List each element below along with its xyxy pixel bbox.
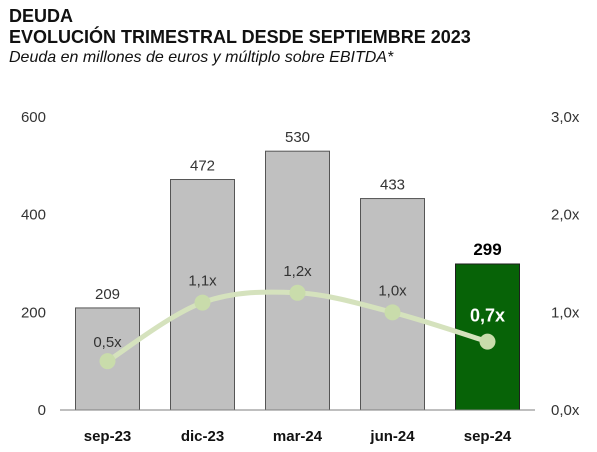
ratio-label: 0,5x	[93, 334, 122, 351]
x-category-label: sep-24	[464, 428, 512, 445]
chart-title: DEUDA	[9, 6, 74, 26]
chart-header: DEUDA EVOLUCIÓN TRIMESTRAL DESDE SEPTIEM…	[9, 6, 471, 68]
ratio-label: 1,2x	[283, 263, 312, 280]
x-category-label: jun-24	[369, 428, 415, 445]
ratio-label: 1,0x	[378, 282, 407, 299]
ebitda-multiple-marker	[99, 353, 116, 370]
ebitda-multiple-marker	[194, 294, 211, 311]
ebitda-multiple-marker	[289, 284, 306, 301]
bar-value-label: 299	[473, 240, 501, 259]
x-category-label: mar-24	[273, 428, 323, 445]
y-left-tick-label: 200	[21, 304, 46, 321]
bar	[360, 198, 425, 411]
y-left-tick-label: 0	[38, 402, 46, 419]
bar-value-label: 209	[95, 286, 120, 303]
y-left-tick-label: 400	[21, 207, 46, 224]
ebitda-multiple-marker	[479, 333, 496, 350]
y-right-tick-label: 3,0x	[551, 109, 580, 126]
x-category-label: sep-23	[84, 428, 132, 445]
ratio-label: 1,1x	[188, 273, 217, 290]
bar-value-label: 433	[380, 177, 405, 194]
chart-title-line2: EVOLUCIÓN TRIMESTRAL DESDE SEPTIEMBRE 20…	[9, 27, 471, 47]
bar	[265, 150, 330, 411]
y-right-tick-label: 2,0x	[551, 207, 580, 224]
bar-value-label: 472	[190, 158, 215, 175]
bar-value-label: 530	[285, 129, 310, 146]
x-category-label: dic-23	[181, 428, 224, 445]
ebitda-multiple-marker	[384, 304, 401, 321]
y-right-tick-label: 1,0x	[551, 304, 580, 321]
y-left-tick-label: 600	[21, 109, 46, 126]
ratio-label-highlight: 0,7x	[470, 306, 505, 326]
y-right-tick-label: 0,0x	[551, 402, 580, 419]
chart-subtitle: Deuda en millones de euros y múltiplo so…	[9, 49, 394, 66]
